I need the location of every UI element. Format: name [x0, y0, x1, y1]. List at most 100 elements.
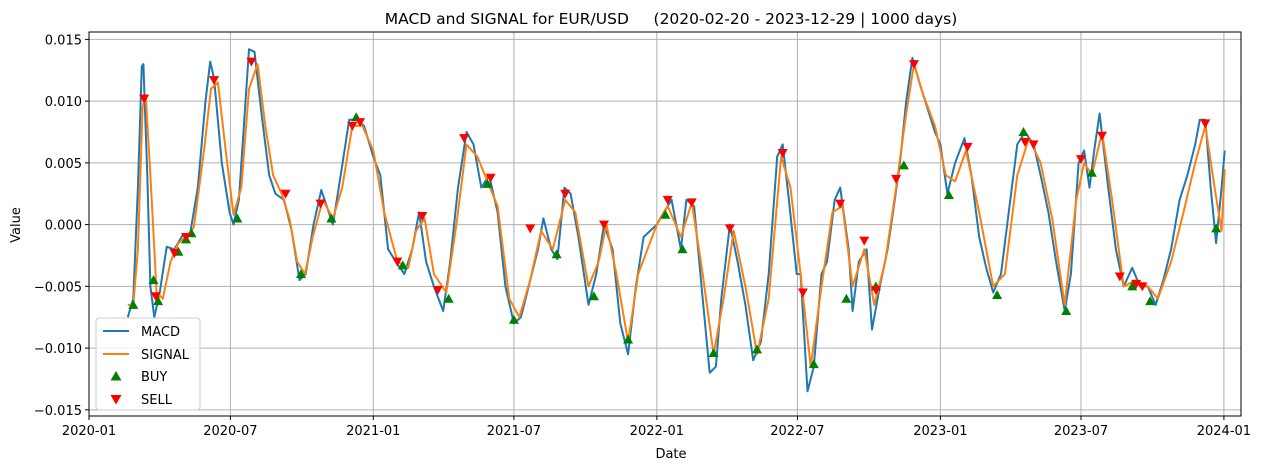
sell-marker [1096, 131, 1107, 141]
buy-marker [508, 314, 519, 324]
buy-marker [708, 348, 719, 358]
y-tick-label: −0.015 [34, 404, 82, 419]
y-tick-label: 0.015 [45, 33, 82, 48]
sell-marker [181, 232, 192, 242]
sell-marker [246, 57, 257, 67]
sell-marker [139, 94, 150, 104]
buy-marker [943, 189, 954, 199]
buy-marker [588, 291, 599, 301]
buy-marker [752, 344, 763, 354]
sell-marker [485, 173, 496, 183]
buy-marker [992, 289, 1003, 299]
x-tick-label: 2021-07 [487, 424, 541, 439]
chart-title: MACD and SIGNAL for EUR/USD (2020-02-20 … [385, 10, 958, 28]
buy-marker [551, 249, 562, 259]
sell-marker [315, 199, 326, 209]
sell-marker [1114, 272, 1125, 282]
buy-marker [660, 209, 671, 219]
buy-marker [677, 244, 688, 254]
sell-marker [392, 257, 403, 267]
sell-marker [150, 292, 161, 302]
sell-marker [662, 195, 673, 205]
sell-marker [560, 189, 571, 199]
sell-marker [797, 288, 808, 298]
y-axis-title: Value [9, 207, 24, 243]
buy-marker [153, 296, 164, 306]
buy-marker [443, 293, 454, 303]
buy-marker [232, 213, 243, 223]
sell-marker [835, 199, 846, 209]
sell-marker [870, 286, 881, 296]
plot-frame [88, 31, 1242, 417]
buy-marker [1061, 306, 1072, 316]
buy-marker [1145, 296, 1156, 306]
sell-marker [1137, 282, 1148, 292]
sell-marker [908, 60, 919, 70]
signal-line [127, 63, 1226, 368]
marker-layer [128, 57, 1222, 369]
x-tick-label: 2023-07 [1054, 424, 1108, 439]
buy-marker [397, 260, 408, 270]
grid-layer [88, 32, 1241, 416]
x-tick-label: 2022-07 [770, 424, 824, 439]
legend-buy-marker [110, 371, 122, 381]
sell-marker [1075, 155, 1086, 165]
sell-marker [459, 134, 470, 144]
sell-marker [962, 142, 973, 152]
x-tick-label: 2020-01 [62, 424, 116, 439]
buy-marker [898, 160, 909, 170]
buy-marker [1086, 167, 1097, 177]
x-axis-title: Date [655, 447, 686, 462]
sell-marker [347, 121, 358, 131]
sell-marker [724, 224, 735, 234]
macd-line [126, 48, 1226, 393]
buy-marker [128, 299, 139, 309]
buy-marker [296, 269, 307, 279]
x-tick-label: 2020-07 [203, 424, 257, 439]
buy-marker [1127, 281, 1138, 291]
y-tick-label: −0.005 [34, 280, 82, 295]
sell-marker [891, 174, 902, 184]
buy-marker [1211, 223, 1222, 233]
buy-marker [148, 275, 159, 285]
sell-marker [355, 118, 366, 128]
tick-layer: 2020-01 2020-07 2021-01 2021-07 2022-01 2022-… [34, 33, 1251, 439]
buy-marker [841, 293, 852, 303]
buy-marker [326, 213, 337, 223]
sell-marker [859, 236, 870, 246]
legend-buy-label: BUY [141, 370, 167, 385]
buy-marker [808, 359, 819, 369]
x-tick-label: 2022-01 [630, 424, 684, 439]
y-tick-label: −0.010 [34, 342, 82, 357]
sell-marker [1020, 137, 1031, 147]
x-tick-label: 2023-01 [913, 424, 967, 439]
sell-marker [525, 224, 536, 234]
sell-marker [1200, 119, 1211, 129]
x-tick-label: 2024-01 [1197, 424, 1251, 439]
buy-marker [623, 334, 634, 344]
sell-marker [777, 149, 788, 159]
sell-marker [209, 76, 220, 86]
legend-macd-label: MACD [141, 325, 180, 340]
y-tick-label: 0.005 [45, 157, 82, 172]
sell-marker [169, 249, 180, 259]
legend-sell-marker [110, 395, 122, 405]
sell-marker [280, 189, 291, 199]
legend-signal-label: SIGNAL [141, 348, 190, 363]
buy-marker [1018, 127, 1029, 137]
y-tick-label: 0.000 [45, 219, 82, 234]
y-tick-label: 0.010 [45, 95, 82, 110]
sell-marker [417, 211, 428, 221]
sell-marker [686, 198, 697, 208]
sell-marker [1131, 279, 1142, 289]
sell-marker [599, 220, 610, 230]
sell-marker [1028, 140, 1039, 150]
sell-marker [432, 286, 443, 296]
x-tick-label: 2021-01 [346, 424, 400, 439]
buy-marker [482, 178, 493, 188]
legend-box [95, 317, 201, 411]
legend: MACD SIGNAL BUY SELL [95, 317, 201, 411]
legend-sell-label: SELL [141, 393, 173, 408]
